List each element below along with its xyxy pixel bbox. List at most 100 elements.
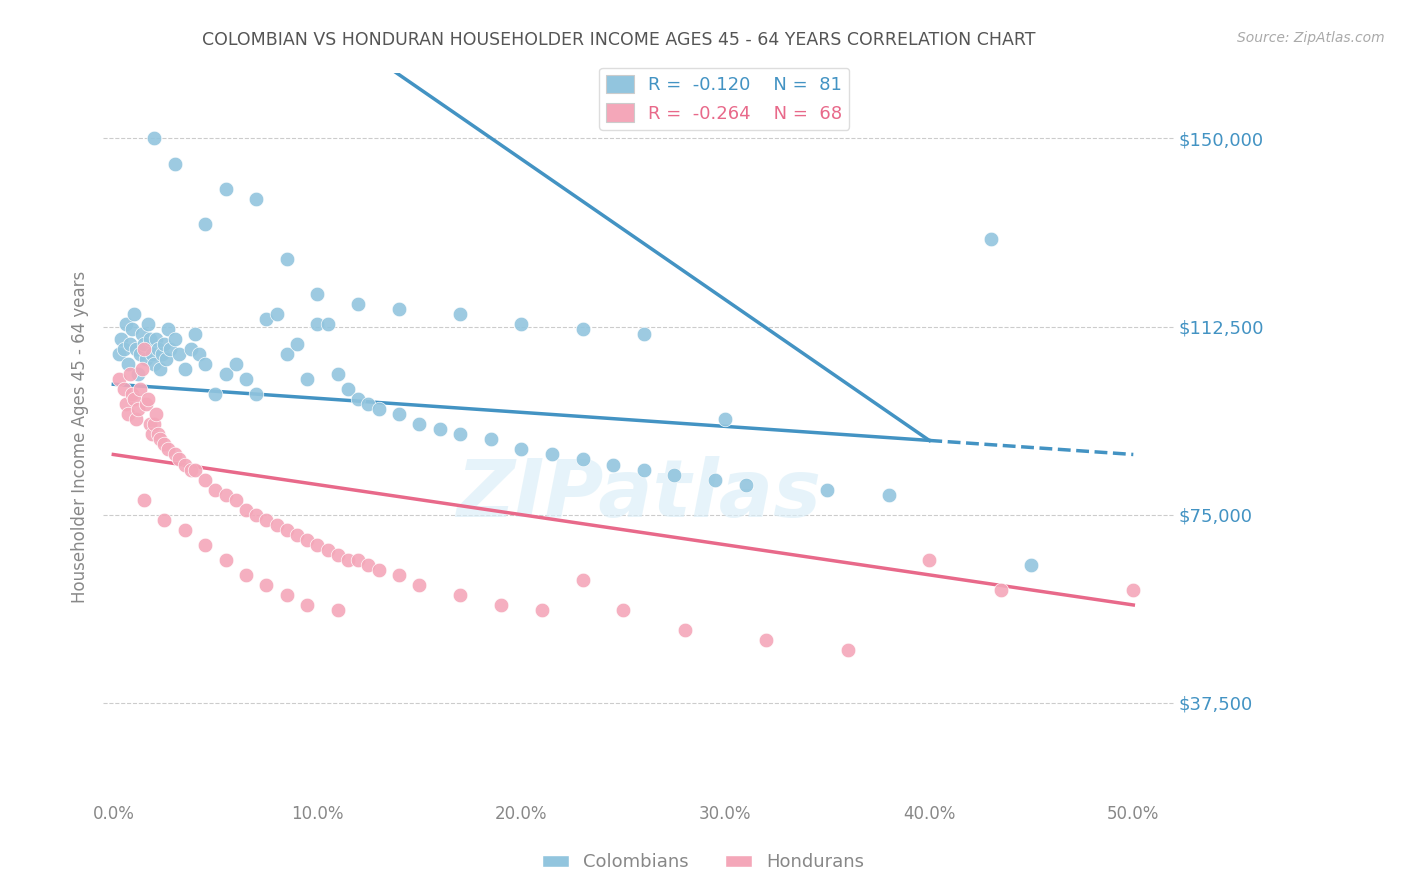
- Point: [245, 192, 267, 206]
- Point: [571, 322, 593, 336]
- Point: [235, 567, 257, 582]
- Point: [132, 492, 155, 507]
- Point: [510, 442, 533, 457]
- Legend: R =  -0.120    N =  81, R =  -0.264    N =  68: R = -0.120 N = 81, R = -0.264 N = 68: [599, 68, 849, 130]
- Point: [673, 623, 696, 637]
- Point: [357, 558, 380, 572]
- Point: [388, 408, 411, 422]
- Point: [194, 538, 217, 552]
- Point: [125, 412, 148, 426]
- Point: [117, 408, 139, 422]
- Point: [254, 513, 277, 527]
- Point: [877, 487, 900, 501]
- Point: [145, 332, 167, 346]
- Point: [184, 327, 207, 342]
- Point: [429, 422, 451, 436]
- Point: [180, 342, 202, 356]
- Text: ZIPatlas: ZIPatlas: [456, 456, 821, 534]
- Point: [276, 588, 298, 602]
- Point: [367, 563, 389, 577]
- Text: COLOMBIAN VS HONDURAN HOUSEHOLDER INCOME AGES 45 - 64 YEARS CORRELATION CHART: COLOMBIAN VS HONDURAN HOUSEHOLDER INCOME…: [202, 31, 1035, 49]
- Point: [149, 362, 172, 376]
- Point: [837, 643, 859, 657]
- Point: [285, 527, 308, 541]
- Point: [510, 317, 533, 331]
- Point: [108, 347, 131, 361]
- Point: [132, 337, 155, 351]
- Point: [602, 458, 624, 472]
- Point: [235, 372, 257, 386]
- Point: [139, 417, 162, 432]
- Point: [194, 357, 217, 371]
- Point: [489, 598, 512, 612]
- Point: [479, 433, 502, 447]
- Point: [449, 588, 471, 602]
- Point: [388, 567, 411, 582]
- Point: [326, 603, 349, 617]
- Point: [157, 322, 180, 336]
- Point: [112, 382, 135, 396]
- Point: [122, 307, 145, 321]
- Point: [918, 553, 941, 567]
- Point: [153, 437, 176, 451]
- Point: [114, 317, 136, 331]
- Point: [214, 553, 236, 567]
- Point: [157, 442, 180, 457]
- Point: [276, 252, 298, 266]
- Point: [143, 131, 166, 145]
- Point: [347, 392, 370, 407]
- Point: [136, 317, 159, 331]
- Point: [135, 397, 157, 411]
- Point: [225, 492, 247, 507]
- Point: [180, 462, 202, 476]
- Point: [194, 217, 217, 231]
- Point: [135, 352, 157, 367]
- Point: [734, 477, 756, 491]
- Point: [295, 372, 318, 386]
- Text: Source: ZipAtlas.com: Source: ZipAtlas.com: [1237, 31, 1385, 45]
- Point: [225, 357, 247, 371]
- Point: [118, 368, 141, 382]
- Point: [163, 448, 186, 462]
- Point: [131, 327, 153, 342]
- Point: [141, 427, 163, 442]
- Point: [149, 433, 172, 447]
- Point: [136, 392, 159, 407]
- Point: [112, 342, 135, 356]
- Point: [295, 533, 318, 547]
- Point: [276, 347, 298, 361]
- Point: [110, 332, 132, 346]
- Point: [159, 342, 181, 356]
- Point: [316, 542, 339, 557]
- Point: [235, 502, 257, 516]
- Point: [155, 352, 177, 367]
- Point: [114, 397, 136, 411]
- Point: [167, 347, 190, 361]
- Point: [214, 368, 236, 382]
- Point: [254, 578, 277, 592]
- Point: [214, 181, 236, 195]
- Point: [153, 337, 176, 351]
- Point: [408, 417, 430, 432]
- Point: [245, 387, 267, 401]
- Point: [127, 402, 149, 417]
- Point: [121, 387, 143, 401]
- Point: [173, 523, 195, 537]
- Point: [118, 337, 141, 351]
- Point: [316, 317, 339, 331]
- Point: [990, 582, 1012, 597]
- Point: [408, 578, 430, 592]
- Point: [347, 297, 370, 311]
- Point: [150, 347, 173, 361]
- Point: [612, 603, 634, 617]
- Y-axis label: Householder Income Ages 45 - 64 years: Householder Income Ages 45 - 64 years: [72, 271, 89, 603]
- Point: [704, 473, 727, 487]
- Point: [664, 467, 686, 482]
- Point: [815, 483, 838, 497]
- Point: [214, 487, 236, 501]
- Point: [131, 362, 153, 376]
- Point: [449, 307, 471, 321]
- Point: [184, 462, 207, 476]
- Point: [128, 347, 150, 361]
- Point: [388, 301, 411, 316]
